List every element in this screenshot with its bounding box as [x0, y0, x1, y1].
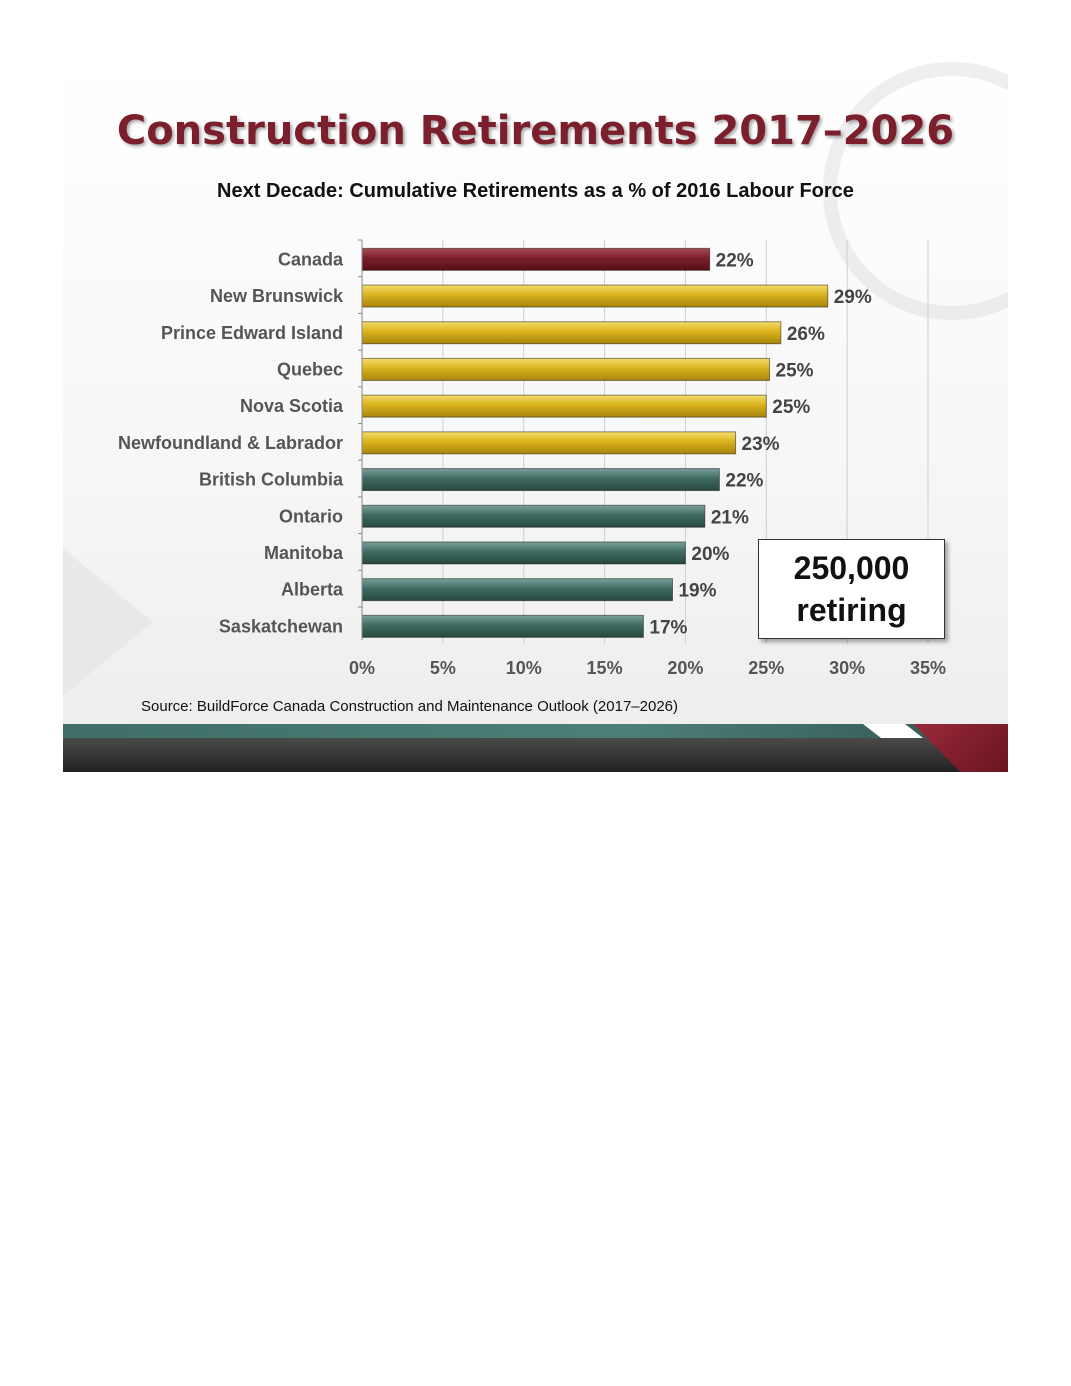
category-label: Manitoba: [264, 543, 344, 563]
value-label: 21%: [711, 507, 749, 528]
value-label: 25%: [772, 397, 810, 418]
bar: [361, 614, 644, 638]
slide: Construction Retirements 2017–2026 Next …: [63, 62, 1008, 772]
callout-number: 250,000: [793, 550, 910, 586]
bar: [361, 284, 829, 308]
footer-band-dark: [63, 738, 1008, 772]
tick-label: 35%: [910, 658, 946, 678]
bar: [361, 541, 686, 565]
callout-text: retiring: [796, 592, 907, 628]
tick-label: 5%: [430, 658, 456, 678]
value-labels: 22% 29% 26% 25% 25% 23% 22% 21% 20% 19% 17%: [649, 250, 871, 638]
category-label: British Columbia: [199, 470, 344, 490]
footer-band-teal: [63, 724, 1008, 738]
tick-label: 20%: [667, 658, 703, 678]
category-label: Canada: [278, 249, 344, 269]
chart-title: Next Decade: Cumulative Retirements as a…: [217, 180, 854, 202]
category-label: Saskatchewan: [219, 616, 343, 636]
decorative-arrow-icon: [63, 532, 153, 712]
bar: [361, 431, 737, 455]
slide-title: Construction Retirements 2017–2026: [116, 108, 955, 154]
value-label: 26%: [787, 324, 825, 345]
value-label: 22%: [725, 471, 763, 492]
x-axis-ticks: 0% 5% 10% 15% 20% 25% 30% 35%: [349, 658, 946, 678]
bar: [361, 357, 771, 381]
value-label: 23%: [742, 434, 780, 455]
category-label: New Brunswick: [210, 286, 344, 306]
category-label: Ontario: [279, 506, 343, 526]
category-label: Prince Edward Island: [161, 323, 343, 343]
bar: [361, 468, 720, 492]
value-label: 19%: [678, 581, 716, 602]
category-labels: Canada New Brunswick Prince Edward Island Q…: [118, 249, 344, 636]
bar: [361, 321, 782, 345]
tick-label: 30%: [829, 658, 865, 678]
value-label: 17%: [649, 617, 687, 638]
footer-stripe: [863, 724, 923, 738]
bars: [361, 247, 829, 638]
bar: [361, 394, 767, 418]
retiring-callout: 250,000 retiring: [758, 539, 945, 639]
value-label: 29%: [834, 287, 872, 308]
bar: [361, 578, 673, 602]
value-label: 20%: [691, 544, 729, 565]
bar: [361, 504, 706, 528]
category-label: Newfoundland & Labrador: [118, 433, 343, 453]
value-label: 25%: [776, 360, 814, 381]
tick-label: 10%: [506, 658, 542, 678]
bar: [361, 247, 711, 271]
source-note: Source: BuildForce Canada Construction a…: [141, 698, 678, 715]
bar-chart: Canada New Brunswick Prince Edward Island Q…: [118, 239, 946, 678]
tick-label: 15%: [587, 658, 623, 678]
tick-label: 0%: [349, 658, 375, 678]
category-label: Alberta: [281, 580, 344, 600]
category-label: Nova Scotia: [240, 396, 344, 416]
value-label: 22%: [716, 250, 754, 271]
category-label: Quebec: [277, 359, 343, 379]
tick-label: 25%: [748, 658, 784, 678]
